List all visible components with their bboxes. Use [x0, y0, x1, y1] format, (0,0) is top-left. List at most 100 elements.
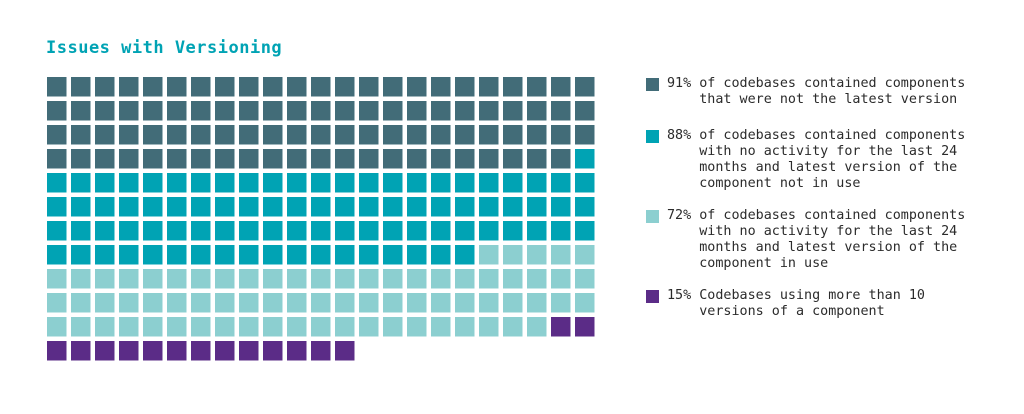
waffle-square-series-2 — [503, 317, 523, 337]
waffle-square-series-2 — [383, 293, 403, 313]
waffle-square-series-2 — [119, 269, 139, 289]
waffle-square-series-1 — [47, 245, 67, 265]
waffle-square-series-0 — [287, 149, 307, 169]
waffle-square-series-2 — [263, 269, 283, 289]
waffle-square-series-1 — [167, 173, 187, 193]
waffle-square-series-1 — [287, 221, 307, 241]
waffle-square-series-1 — [263, 197, 283, 217]
legend-swatch — [646, 130, 659, 143]
waffle-square-series-1 — [455, 173, 475, 193]
waffle-square-series-2 — [359, 269, 379, 289]
waffle-square-series-1 — [215, 173, 235, 193]
waffle-square-series-2 — [71, 269, 91, 289]
waffle-square-series-0 — [335, 125, 355, 145]
waffle-square-series-0 — [239, 77, 259, 97]
waffle-square-series-0 — [119, 149, 139, 169]
legend-item-1: 88% of codebases contained components wi… — [646, 128, 965, 192]
waffle-square-series-0 — [95, 149, 115, 169]
waffle-square-series-0 — [503, 101, 523, 121]
waffle-square-series-2 — [527, 245, 547, 265]
waffle-square-series-1 — [167, 197, 187, 217]
waffle-square-series-2 — [479, 245, 499, 265]
legend-percent: 15% — [667, 288, 692, 303]
waffle-square-series-2 — [527, 269, 547, 289]
waffle-square-series-0 — [575, 101, 595, 121]
waffle-square-series-1 — [431, 245, 451, 265]
legend-item-3: 15% Codebases using more than 10 version… — [646, 288, 925, 320]
waffle-square-series-1 — [239, 245, 259, 265]
waffle-square-series-0 — [455, 125, 475, 145]
waffle-square-series-1 — [263, 245, 283, 265]
waffle-square-series-1 — [239, 197, 259, 217]
waffle-square-series-2 — [455, 269, 475, 289]
waffle-square-series-0 — [431, 125, 451, 145]
waffle-square-series-1 — [143, 245, 163, 265]
waffle-square-series-0 — [263, 101, 283, 121]
waffle-square-series-1 — [95, 221, 115, 241]
legend-percent: 72% — [667, 208, 692, 223]
waffle-square-series-1 — [479, 197, 499, 217]
waffle-square-series-0 — [191, 125, 211, 145]
waffle-square-series-0 — [143, 125, 163, 145]
waffle-square-series-1 — [263, 221, 283, 241]
waffle-square-series-2 — [479, 317, 499, 337]
waffle-square-series-2 — [191, 317, 211, 337]
waffle-square-series-0 — [263, 149, 283, 169]
waffle-square-series-2 — [191, 293, 211, 313]
waffle-square-series-1 — [527, 173, 547, 193]
waffle-square-series-0 — [71, 149, 91, 169]
waffle-square-series-0 — [359, 101, 379, 121]
waffle-square-series-0 — [143, 149, 163, 169]
legend-percent: 91% — [667, 76, 692, 91]
waffle-square-series-0 — [263, 77, 283, 97]
waffle-square-series-1 — [191, 245, 211, 265]
waffle-square-series-1 — [359, 221, 379, 241]
waffle-square-series-0 — [95, 77, 115, 97]
waffle-square-series-0 — [71, 125, 91, 145]
waffle-square-series-0 — [287, 125, 307, 145]
waffle-square-series-1 — [215, 197, 235, 217]
waffle-square-series-0 — [479, 77, 499, 97]
waffle-square-series-2 — [431, 293, 451, 313]
waffle-square-series-2 — [119, 317, 139, 337]
waffle-square-series-1 — [215, 245, 235, 265]
waffle-square-series-2 — [95, 269, 115, 289]
waffle-square-series-3 — [239, 341, 259, 361]
waffle-square-series-1 — [143, 197, 163, 217]
waffle-square-series-1 — [143, 221, 163, 241]
legend-label: Codebases using more than 10 versions of… — [699, 288, 925, 319]
waffle-square-series-2 — [47, 317, 67, 337]
waffle-square-series-1 — [119, 197, 139, 217]
waffle-square-series-1 — [311, 173, 331, 193]
waffle-square-series-0 — [71, 77, 91, 97]
waffle-square-series-0 — [551, 125, 571, 145]
waffle-square-series-3 — [119, 341, 139, 361]
waffle-square-series-0 — [119, 77, 139, 97]
waffle-square-series-2 — [215, 293, 235, 313]
waffle-square-series-0 — [527, 77, 547, 97]
waffle-square-series-0 — [575, 125, 595, 145]
waffle-square-series-1 — [71, 173, 91, 193]
waffle-square-series-0 — [47, 149, 67, 169]
waffle-square-series-1 — [359, 173, 379, 193]
waffle-square-series-3 — [143, 341, 163, 361]
waffle-square-series-1 — [287, 245, 307, 265]
waffle-square-series-0 — [311, 149, 331, 169]
waffle-square-series-2 — [335, 269, 355, 289]
waffle-square-series-2 — [575, 245, 595, 265]
waffle-square-series-2 — [383, 269, 403, 289]
waffle-square-series-2 — [167, 269, 187, 289]
waffle-square-series-2 — [407, 269, 427, 289]
waffle-square-series-0 — [215, 125, 235, 145]
waffle-square-series-2 — [455, 293, 475, 313]
waffle-square-series-0 — [575, 77, 595, 97]
waffle-square-series-1 — [47, 197, 67, 217]
waffle-square-series-0 — [215, 101, 235, 121]
legend-swatch — [646, 78, 659, 91]
waffle-square-series-1 — [167, 221, 187, 241]
waffle-square-series-0 — [359, 77, 379, 97]
waffle-square-series-2 — [47, 269, 67, 289]
waffle-square-series-1 — [95, 245, 115, 265]
waffle-square-series-3 — [263, 341, 283, 361]
waffle-square-series-0 — [527, 125, 547, 145]
